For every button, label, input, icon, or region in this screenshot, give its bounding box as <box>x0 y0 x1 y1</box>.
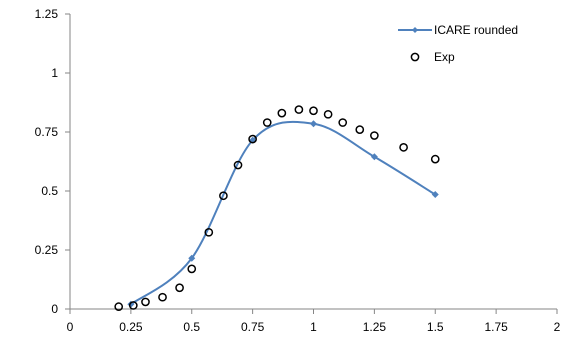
exp-point <box>430 154 440 164</box>
exp-point <box>338 118 348 127</box>
legend-exp-marker <box>410 52 420 62</box>
exp-point <box>233 160 243 170</box>
x-tick-label: 1.75 <box>484 320 508 334</box>
exp-point <box>309 106 318 116</box>
legend: ICARE rounded Exp <box>398 23 518 64</box>
y-tick-label: 1 <box>51 66 58 80</box>
icare-point <box>310 120 317 128</box>
x-tick-label: 0.75 <box>241 320 265 334</box>
x-tick-label: 1.25 <box>363 320 387 334</box>
exp-point <box>158 292 167 302</box>
exp-point <box>370 131 379 140</box>
exp-point <box>277 108 287 118</box>
exp-point <box>399 142 408 152</box>
legend-icare-label: ICARE rounded <box>434 23 518 37</box>
legend-icare-marker <box>412 27 418 33</box>
icare-point <box>370 153 378 161</box>
x-tick-label: 0 <box>67 320 74 334</box>
exp-point <box>355 125 365 134</box>
x-tick-label: 0.5 <box>183 320 200 334</box>
exp-point <box>248 134 257 144</box>
legend-exp-label: Exp <box>434 50 455 64</box>
x-tick-labels: 0 0.25 0.5 0.75 1 1.25 1.5 1.75 2 <box>67 320 561 334</box>
exp-point <box>128 301 138 310</box>
exp-point <box>323 109 333 119</box>
y-tick-labels: 0 0.25 0.5 0.75 1 1.25 <box>35 7 59 316</box>
exp-point <box>187 264 197 274</box>
y-tick-label: 0 <box>51 302 58 316</box>
x-tick-label: 1.5 <box>427 320 444 334</box>
exp-point <box>175 283 184 293</box>
series-line-icare <box>130 120 436 306</box>
exp-point <box>294 105 304 114</box>
y-tick-label: 0.25 <box>35 243 59 257</box>
x-tick-label: 0.25 <box>119 320 143 334</box>
exp-point <box>262 118 272 127</box>
x-tick-label: 1 <box>310 320 317 334</box>
x-tick-label: 2 <box>554 320 561 334</box>
icare-point <box>188 254 196 262</box>
icare-point <box>431 191 439 199</box>
exp-point <box>204 227 214 237</box>
exp-point <box>219 191 228 201</box>
axes <box>65 13 558 314</box>
y-tick-label: 1.25 <box>35 7 59 21</box>
exp-point <box>114 302 124 311</box>
series-layer <box>114 105 440 311</box>
y-tick-label: 0.5 <box>41 184 58 198</box>
y-tick-label: 0.75 <box>35 125 59 139</box>
exp-point <box>141 297 150 307</box>
